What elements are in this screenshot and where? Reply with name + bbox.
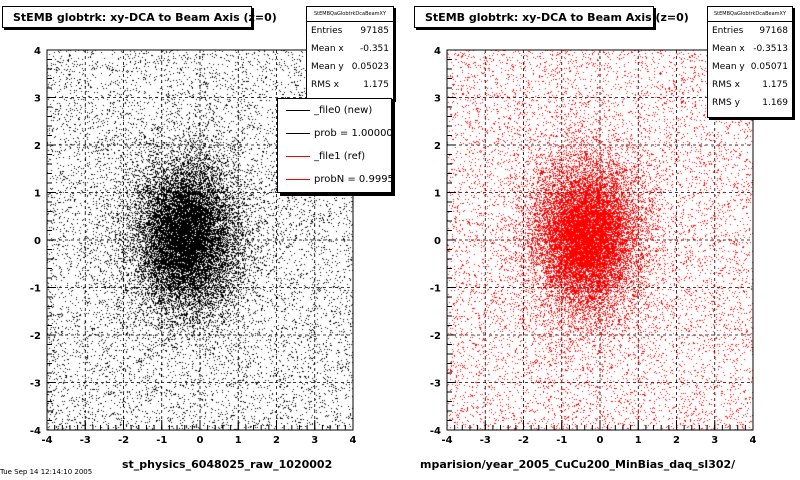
- left-footer-label: st_physics_6048025_raw_1020002: [122, 458, 333, 471]
- legend-item: probN = 0.999527: [278, 168, 391, 191]
- date-footer: Tue Sep 14 12:14:10 2005: [0, 468, 93, 476]
- x-tick-label: -3: [80, 435, 91, 446]
- stats-value: 1.169: [762, 98, 788, 108]
- left-ticks: [46, 49, 354, 431]
- right-panel: -4 -3 -2 -1 0 1 2 3 4 -4 -3 -2 -1 0 1 2 3 4 StEMB globtrk…: [400, 0, 800, 480]
- x-tick-label: 3: [711, 435, 718, 446]
- x-tick-label: 4: [350, 435, 357, 446]
- right-stats-row: Entries 97168: [708, 22, 792, 40]
- x-tick-label: 4: [750, 435, 757, 446]
- stats-value: 1.175: [762, 80, 788, 90]
- left-stats-header: StEMBQaGlobtrkDcaBeamXY: [307, 7, 393, 22]
- y-tick-label: 3: [434, 94, 441, 105]
- y-tick-label: 3: [34, 94, 41, 105]
- stats-label: Mean x: [311, 44, 344, 54]
- right-stats-box: StEMBQaGlobtrkDcaBeamXY Entries 97168 Mea…: [707, 6, 793, 118]
- x-tick-label: 2: [273, 435, 280, 446]
- stats-label: RMS x: [712, 80, 740, 90]
- legend-label: _file1 (ref): [314, 151, 366, 162]
- right-stats-row: Mean x -0.3513: [708, 40, 792, 58]
- right-stats-row: RMS y 1.169: [708, 94, 792, 112]
- x-tick-label: -4: [41, 435, 52, 446]
- left-panel: -4 -3 -2 -1 0 1 2 3 4 -4 -3 -2 -1 0 1 2 3 4 StEMB globtrk…: [2, 6, 394, 471]
- legend-line: [286, 179, 310, 180]
- left-stats-row: Entries 97185: [307, 22, 393, 40]
- legend-item: _file1 (ref): [278, 145, 391, 168]
- y-tick-label: -4: [30, 426, 41, 437]
- x-tick-label: -4: [441, 435, 452, 446]
- right-chart-title: StEMB globtrk: xy-DCA to Beam Axis (z=0): [414, 6, 689, 28]
- legend-box: _file0 (new) prob = 1.000000 _file1 (ref…: [277, 98, 392, 193]
- stats-label: RMS x: [311, 80, 339, 90]
- x-tick-label: -1: [556, 435, 567, 446]
- x-tick-label: 0: [197, 435, 204, 446]
- stats-label: Mean x: [712, 44, 745, 54]
- left-stats-box: StEMBQaGlobtrkDcaBeamXY Entries 97185 Mea…: [306, 6, 394, 100]
- right-stats-row: Mean y 0.05071: [708, 58, 792, 76]
- x-tick-label: 2: [673, 435, 680, 446]
- left-stats-row: Mean x -0.351: [307, 40, 393, 58]
- right-scatter-plot: -4 -3 -2 -1 0 1 2 3 4 -4 -3 -2 -1 0 1 2 3 4: [430, 46, 757, 446]
- y-tick-label: 1: [34, 189, 41, 200]
- stats-value: -0.3513: [753, 44, 788, 54]
- right-stats-header: StEMBQaGlobtrkDcaBeamXY: [708, 7, 792, 22]
- y-tick-label: 2: [434, 141, 441, 152]
- left-stats-row: Mean y 0.05023: [307, 58, 393, 76]
- y-tick-label: 0: [34, 236, 41, 247]
- x-tick-label: 3: [311, 435, 318, 446]
- y-tick-label: -3: [430, 379, 441, 390]
- legend-item: prob = 1.000000: [278, 122, 391, 145]
- x-tick-label: -1: [156, 435, 167, 446]
- y-tick-label: 4: [434, 46, 441, 57]
- y-tick-label: -1: [430, 284, 441, 295]
- right-points: [447, 50, 753, 430]
- stats-label: Mean y: [311, 62, 344, 72]
- stats-label: Entries: [311, 26, 343, 36]
- legend-line: [286, 156, 310, 157]
- legend-label: _file0 (new): [314, 105, 373, 116]
- stats-label: RMS y: [712, 98, 740, 108]
- y-tick-label: -2: [30, 331, 41, 342]
- stats-value: 0.05023: [351, 62, 389, 72]
- stats-value: -0.351: [359, 44, 389, 54]
- y-tick-label: -2: [430, 331, 441, 342]
- x-tick-label: 0: [597, 435, 604, 446]
- y-tick-label: -4: [430, 426, 441, 437]
- stats-value: 97185: [360, 26, 389, 36]
- y-tick-label: 0: [434, 236, 441, 247]
- y-tick-label: 2: [34, 141, 41, 152]
- right-ticks: [446, 49, 754, 431]
- legend-label: prob = 1.000000: [314, 128, 392, 139]
- legend-item: _file0 (new): [278, 99, 391, 122]
- x-tick-label: -2: [118, 435, 129, 446]
- stats-label: Entries: [712, 26, 744, 36]
- y-tick-label: 4: [34, 46, 41, 57]
- left-stats-row: RMS x 1.175: [307, 76, 393, 94]
- y-tick-label: 1: [434, 189, 441, 200]
- legend-label: probN = 0.999527: [314, 174, 391, 185]
- left-tick-labels: -4 -3 -2 -1 0 1 2 3 4 -4 -3 -2 -1 0 1 2 3 4: [30, 46, 357, 446]
- stats-value: 97168: [759, 26, 788, 36]
- x-tick-label: -3: [480, 435, 491, 446]
- x-tick-label: 1: [635, 435, 642, 446]
- y-tick-label: -1: [30, 284, 41, 295]
- right-stats-row: RMS x 1.175: [708, 76, 792, 94]
- stats-value: 0.05071: [750, 62, 788, 72]
- stats-value: 1.175: [363, 80, 389, 90]
- right-tick-labels: -4 -3 -2 -1 0 1 2 3 4 -4 -3 -2 -1 0 1 2 3 4: [430, 46, 757, 446]
- x-tick-label: 1: [235, 435, 242, 446]
- scatter-points: [447, 50, 753, 430]
- right-footer-label: mparision/year_2005_CuCu200_MinBias_daq_…: [420, 458, 736, 471]
- stats-label: Mean y: [712, 62, 745, 72]
- legend-line: [286, 133, 310, 134]
- y-tick-label: -3: [30, 379, 41, 390]
- x-tick-label: -2: [518, 435, 529, 446]
- legend-line: [286, 110, 310, 111]
- left-chart-title: StEMB globtrk: xy-DCA to Beam Axis (z=0): [2, 6, 277, 28]
